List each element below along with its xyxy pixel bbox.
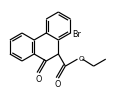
Text: O: O [54,80,61,89]
Text: Br: Br [73,29,81,39]
Text: O: O [79,56,84,62]
Text: O: O [35,75,41,84]
